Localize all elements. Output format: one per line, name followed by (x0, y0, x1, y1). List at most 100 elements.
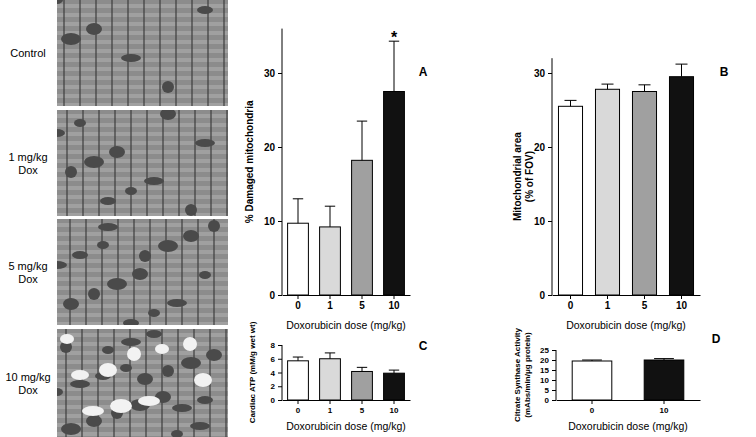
myofibril-band (57, 313, 228, 317)
error-bar (357, 367, 367, 371)
y-tick-mark (278, 295, 282, 296)
vacuole (99, 363, 117, 377)
error-bar (325, 353, 335, 359)
error-bar-cap (638, 84, 650, 85)
x-tick-mark (298, 295, 299, 299)
y-tick-mark (278, 386, 282, 387)
x-tick: 5 (642, 295, 648, 311)
mitochondrion (181, 357, 201, 369)
x-tick-label: 0 (568, 300, 574, 311)
y-tick: 20 (534, 142, 552, 153)
x-tick: 0 (568, 295, 574, 311)
z-line (113, 329, 115, 437)
myofibril-band (57, 103, 228, 106)
bar (352, 160, 373, 295)
x-tick-mark (330, 400, 331, 404)
x-tick: 1 (328, 400, 333, 415)
y-tick-label: 30 (534, 68, 546, 79)
bar (288, 223, 309, 295)
mitochondrion (121, 54, 141, 62)
myofibril-band (57, 31, 228, 35)
error-bar-cap (582, 360, 602, 361)
y-tick: 10 (264, 216, 282, 227)
x-tick-mark (664, 400, 665, 404)
x-axis: 01510 (283, 295, 411, 311)
z-line (165, 219, 167, 325)
error-bar-cap (325, 352, 335, 353)
x-tick-label: 0 (296, 406, 301, 415)
plot-area (558, 64, 693, 295)
y-tick-label: 25 (540, 346, 549, 355)
mitochondrion (132, 268, 148, 280)
z-line (181, 219, 183, 325)
y-tick-label: 5 (545, 386, 550, 395)
error-bar-cap (357, 367, 367, 368)
mitochondrion (121, 338, 141, 346)
mitochondrion (197, 6, 213, 14)
myofibril-band (57, 322, 228, 325)
y-tick-mark (278, 373, 282, 374)
y-tick-mark (278, 147, 282, 148)
bar (352, 371, 373, 400)
z-line (127, 0, 129, 106)
y-tick: 10 (540, 376, 556, 385)
y-tick: 25 (540, 346, 556, 355)
x-axis: 01510 (553, 295, 701, 311)
y-tick: 30 (534, 68, 552, 79)
error-bar-stem (570, 100, 571, 106)
axis-line (282, 29, 283, 295)
y-axis-title: Mitochondrial area (512, 132, 523, 221)
x-tick-label: 5 (359, 300, 365, 311)
x-tick-mark (607, 295, 608, 299)
y-tick: 0 (539, 290, 552, 301)
x-tick-label: 5 (360, 406, 365, 415)
x-axis-title: Doxorubicin dose (mg/kg) (566, 319, 686, 331)
x-tick-mark (330, 295, 331, 299)
mitochondrion (172, 404, 192, 412)
bar (595, 89, 619, 295)
vacuole (110, 399, 132, 413)
x-tick-label: 1 (327, 300, 333, 311)
axis-line (553, 295, 701, 296)
y-tick-label: 20 (534, 142, 546, 153)
mitochondrion (167, 299, 187, 307)
error-bar-stem (298, 357, 299, 361)
y-tick-label: 0 (269, 290, 275, 301)
myofibril-band (57, 286, 228, 290)
x-tick: 1 (605, 295, 611, 311)
y-tick: 2 (271, 382, 282, 391)
x-tick: 0 (590, 400, 595, 415)
y-axis-title: Citrate Synthase Activity (513, 327, 522, 422)
myofibril-band (57, 85, 228, 89)
mitochondrion (97, 241, 109, 249)
error-bar-stem (362, 367, 363, 371)
error-bar (601, 84, 613, 89)
bar (558, 106, 582, 295)
panel-letter: A (419, 65, 428, 79)
mitochondrion (98, 223, 118, 231)
z-line (66, 110, 68, 216)
z-line (191, 0, 193, 106)
y-tick-mark (548, 221, 552, 222)
axis-line (283, 295, 411, 296)
myofibril-band (57, 67, 228, 71)
panel-letter: C (419, 339, 428, 353)
x-tick-label: 0 (295, 300, 301, 311)
y-axis-title-group: Citrate Synthase Activity(mAbs/min/μg pr… (513, 327, 532, 422)
error-bar-stem (681, 64, 682, 77)
x-tick-mark (592, 400, 593, 404)
myofibril-band (57, 232, 228, 236)
mitochondrion (144, 177, 164, 185)
y-tick-label: 0 (539, 290, 545, 301)
mitochondrion (146, 330, 162, 338)
myofibril-band (57, 76, 228, 80)
y-tick: 20 (264, 142, 282, 153)
bar (288, 361, 309, 400)
y-axis-title: (% of FOV) (524, 151, 535, 202)
vacuole (183, 337, 197, 351)
error-bar-cap (293, 198, 303, 199)
axis-line (552, 58, 553, 295)
error-bar (389, 41, 399, 91)
y-tick-label: 0 (271, 396, 276, 405)
vacuole (155, 344, 169, 354)
